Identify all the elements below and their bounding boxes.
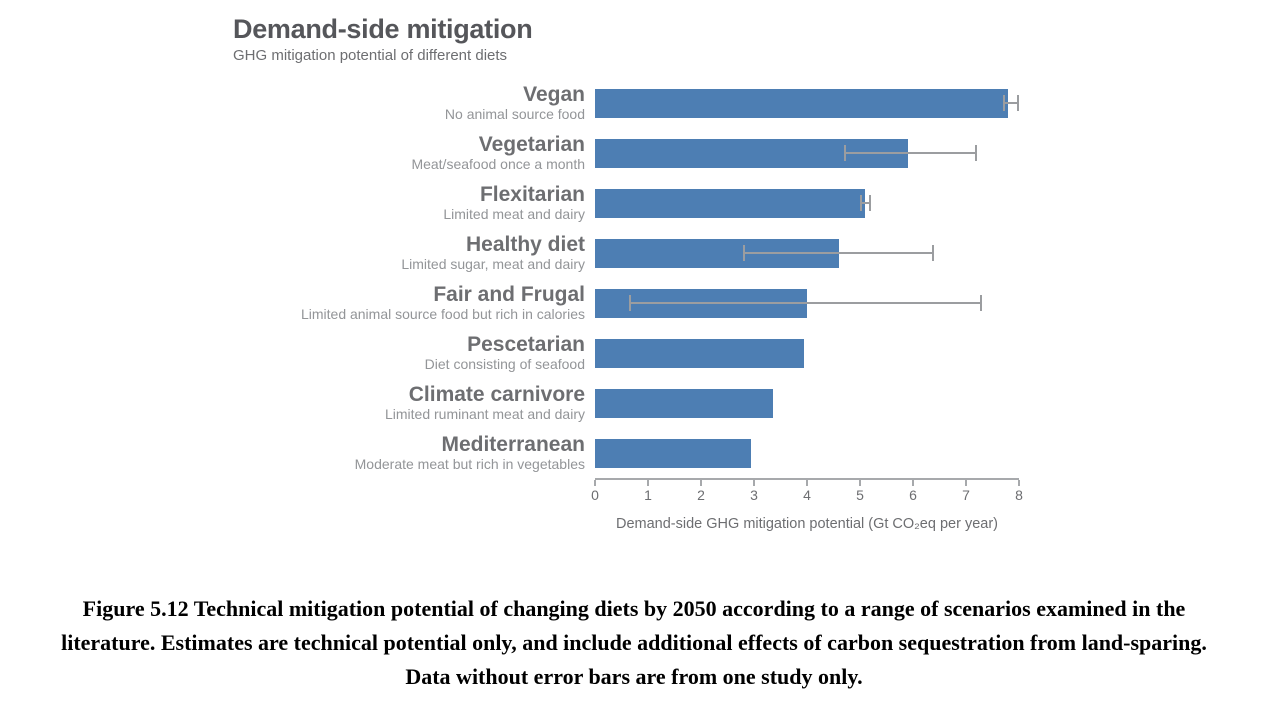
diet-description: Meat/seafood once a month <box>411 156 585 173</box>
x-axis: 0 1 2 3 4 5 6 7 8 Demand-side GHG mitigation pot… <box>591 478 1023 532</box>
diet-name: Mediterranean <box>441 432 585 456</box>
diet-description: Moderate meat but rich in vegetables <box>354 456 585 473</box>
diet-name: Vegetarian <box>478 132 585 156</box>
bar <box>595 188 866 218</box>
error-bar <box>860 195 871 211</box>
diet-name: Fair and Frugal <box>433 282 585 306</box>
x-tick-label: 2 <box>697 487 705 503</box>
diet-name: Pescetarian <box>467 332 585 356</box>
diet-label-group: Mediterranean Moderate meat but rich in … <box>233 433 585 473</box>
diet-label-group: Pescetarian Diet consisting of seafood <box>233 333 585 373</box>
x-tick-mark <box>859 480 861 486</box>
x-tick-mark <box>594 480 596 486</box>
x-tick-mark <box>700 480 702 486</box>
bar-zone <box>595 188 1019 218</box>
x-tick-label: 0 <box>591 487 599 503</box>
x-axis-line <box>594 478 1020 486</box>
x-tick-label: 8 <box>1015 487 1023 503</box>
x-tick-label: 3 <box>750 487 758 503</box>
diet-name: Climate carnivore <box>408 382 585 406</box>
bar <box>595 338 805 368</box>
demand-side-mitigation-chart: Demand-side mitigation GHG mitigation po… <box>233 14 1033 532</box>
diet-name: Flexitarian <box>479 182 585 206</box>
diet-label-group: Healthy diet Limited sugar, meat and dai… <box>233 233 585 273</box>
x-tick-label: 5 <box>856 487 864 503</box>
diet-label-group: Vegetarian Meat/seafood once a month <box>233 133 585 173</box>
diet-name: Healthy diet <box>465 232 585 256</box>
diet-label-group: Climate carnivore Limited ruminant meat … <box>233 383 585 423</box>
bar-zone <box>595 138 1019 168</box>
diet-description: Limited ruminant meat and dairy <box>385 406 585 423</box>
bar-zone <box>595 438 1019 468</box>
diet-description: Limited animal source food but rich in c… <box>300 306 585 323</box>
diet-description: Limited meat and dairy <box>443 206 585 223</box>
error-bar <box>743 245 935 261</box>
diet-description: Limited sugar, meat and dairy <box>401 256 585 273</box>
diet-description: No animal source food <box>444 106 585 123</box>
bar <box>595 438 752 468</box>
diet-label-group: Flexitarian Limited meat and dairy <box>233 183 585 223</box>
x-tick-mark <box>647 480 649 486</box>
figure-caption: Figure 5.12 Technical mitigation potenti… <box>61 596 1207 690</box>
error-bar <box>1003 95 1019 111</box>
chart-title: Demand-side mitigation <box>233 14 533 44</box>
x-tick-mark <box>806 480 808 486</box>
x-tick-mark <box>753 480 755 486</box>
x-tick-mark <box>912 480 914 486</box>
x-tick-mark <box>1018 480 1020 486</box>
x-tick-mark <box>965 480 967 486</box>
x-axis-title: Demand-side GHG mitigation potential (Gt… <box>616 516 998 532</box>
bar-zone <box>595 388 1019 418</box>
bar-zone <box>595 88 1019 118</box>
error-bar <box>844 145 977 161</box>
chart-subtitle: GHG mitigation potential of different di… <box>233 47 508 64</box>
diet-label-group: Fair and Frugal Limited animal source fo… <box>233 283 585 323</box>
bar-zone <box>595 238 1019 268</box>
x-tick-label: 4 <box>803 487 811 503</box>
diet-description: Diet consisting of seafood <box>424 356 585 373</box>
bar-zone <box>595 288 1019 318</box>
x-tick-label: 6 <box>909 487 917 503</box>
bar <box>595 388 773 418</box>
error-bar <box>629 295 983 311</box>
x-tick-label: 1 <box>644 487 652 503</box>
chart-rows: Vegan No animal source food Vegetarian M… <box>233 78 1033 478</box>
x-axis-tick-labels: 0 1 2 3 4 5 6 7 8 <box>591 487 1023 505</box>
diet-label-group: Vegan No animal source food <box>233 83 585 123</box>
x-tick-label: 7 <box>962 487 970 503</box>
diet-name: Vegan <box>523 82 585 106</box>
bar <box>595 88 1009 118</box>
bar-zone <box>595 338 1019 368</box>
